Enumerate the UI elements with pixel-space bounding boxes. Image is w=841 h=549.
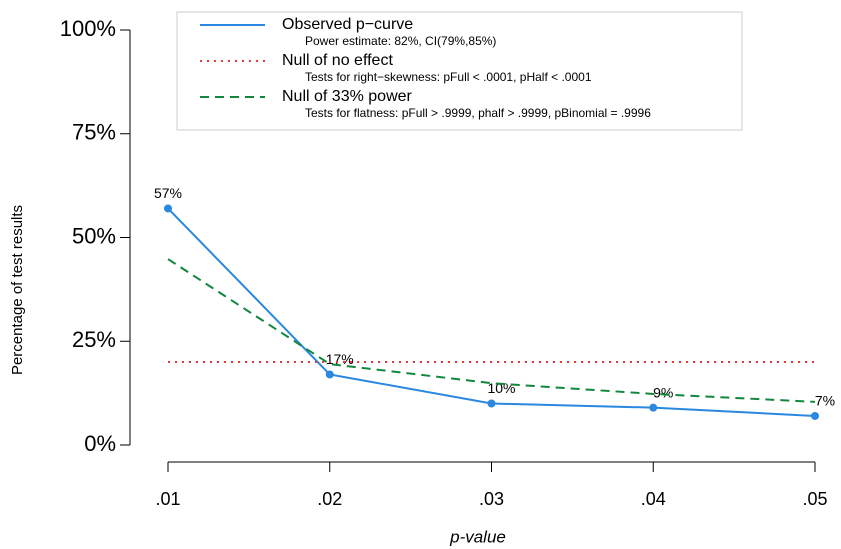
legend-label: Observed p−curve — [282, 16, 413, 33]
x-tick-label: .05 — [802, 489, 827, 509]
point — [811, 411, 819, 420]
series-line — [167, 258, 816, 403]
y-tick-label: 50% — [72, 223, 116, 248]
y-tick-label: 25% — [72, 327, 116, 352]
data-label: 7% — [815, 393, 835, 409]
legend-label: Null of no effect — [282, 52, 393, 69]
y-tick-label: 0% — [84, 431, 116, 456]
legend-note: Tests for flatness: pFull > .9999, phalf… — [305, 106, 651, 120]
legend-box — [176, 11, 743, 131]
y-axis-label: Percentage of test results — [9, 205, 26, 375]
legend-label: Null of 33% power — [282, 88, 413, 105]
point — [164, 204, 172, 213]
data-label: 10% — [487, 380, 515, 396]
data-label: 17% — [326, 351, 354, 367]
point — [325, 370, 334, 379]
data-label: 57% — [154, 185, 182, 201]
x-tick-label: .02 — [317, 489, 342, 509]
legend-note: Power estimate: 82%, CI(79%,85%) — [305, 34, 496, 48]
x-tick-label: .03 — [479, 489, 504, 509]
point — [649, 403, 658, 412]
x-tick-label: .04 — [641, 489, 666, 509]
y-tick-label: 100% — [60, 16, 116, 41]
y-tick-label: 75% — [72, 120, 116, 145]
x-tick-label: .01 — [155, 489, 180, 509]
x-axis-label: p-value — [449, 527, 506, 546]
legend-note: Tests for right−skewness: pFull < .0001,… — [305, 70, 592, 84]
point — [487, 399, 496, 408]
data-label: 9% — [653, 384, 673, 400]
